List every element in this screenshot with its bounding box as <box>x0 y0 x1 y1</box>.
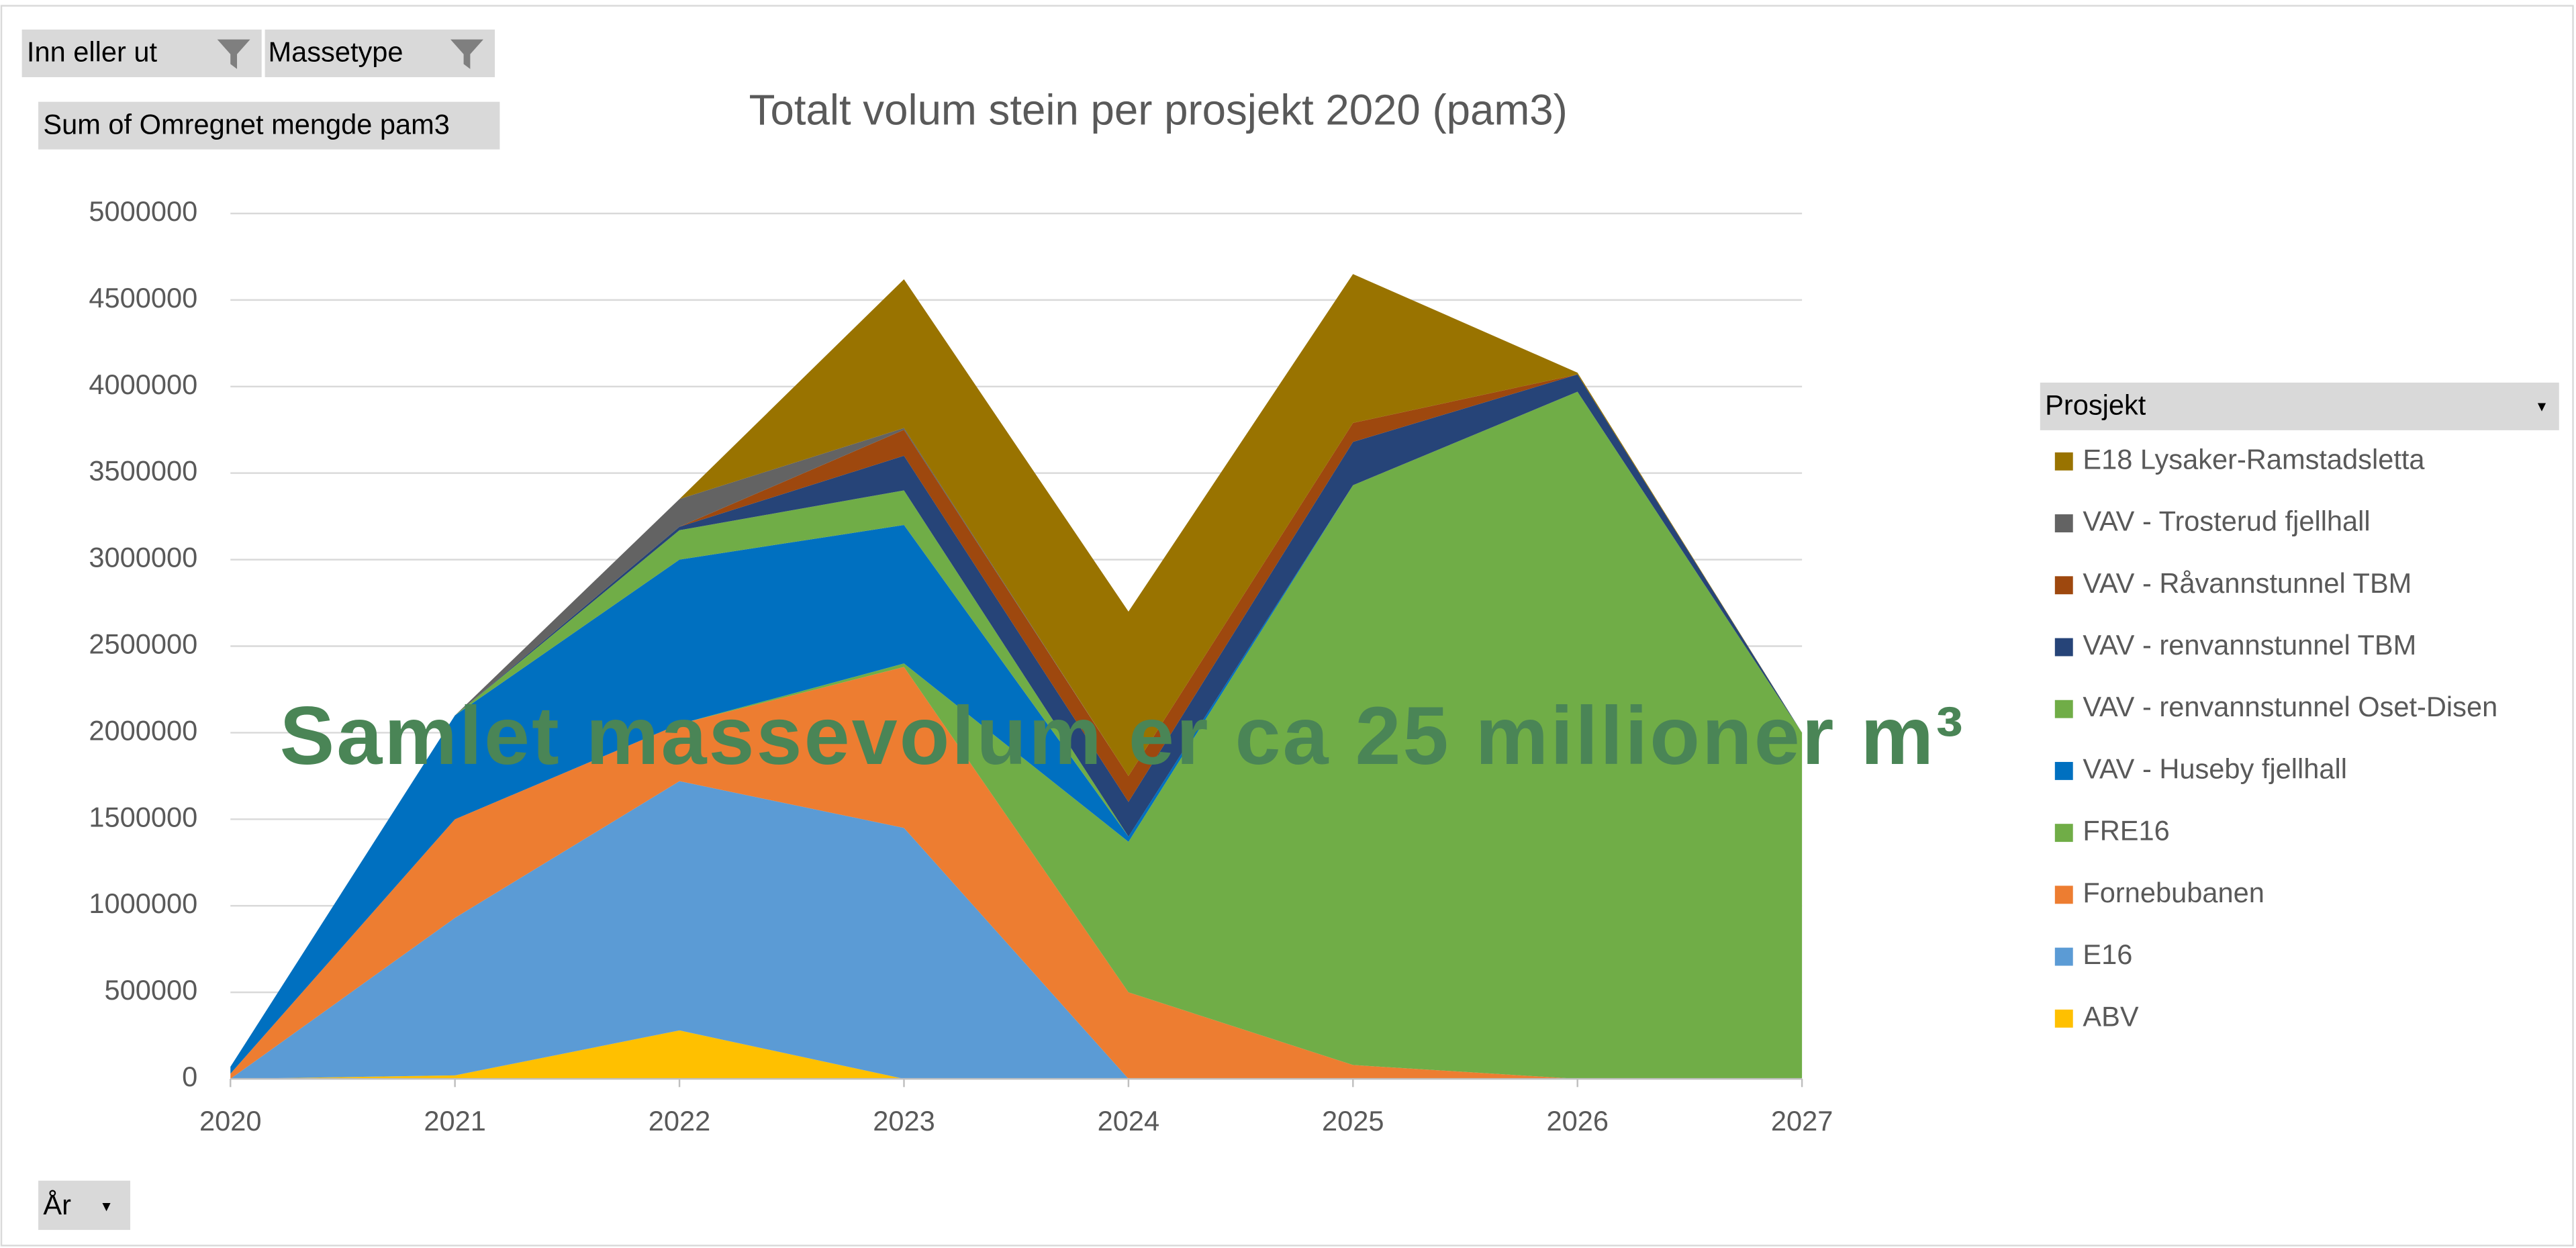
area <box>230 781 1803 1079</box>
legend-label: FRE16 <box>2083 815 2169 847</box>
y-tick-label: 1000000 <box>89 887 197 919</box>
y-tick-label: 500000 <box>105 974 198 1006</box>
x-tick-label: 2027 <box>1771 1105 1833 1137</box>
legend-field-bg <box>2040 382 2559 430</box>
area <box>230 391 1803 1074</box>
y-tick-label: 2000000 <box>89 714 197 746</box>
legend-swatch <box>2054 885 2073 904</box>
legend-label: VAV - renvannstunnel TBM <box>2083 629 2416 661</box>
legend-swatch <box>2054 824 2073 843</box>
legend-field-button[interactable]: Prosjekt ▾ <box>2040 382 2559 430</box>
legend-label: E18 Lysaker-Ramstadsletta <box>2083 443 2425 475</box>
dropdown-icon: ▾ <box>102 1197 111 1215</box>
y-tick-label: 3000000 <box>89 542 197 573</box>
filter-button-bg <box>265 30 495 77</box>
legend-label: VAV - renvannstunnel Oset-Disen <box>2083 691 2497 722</box>
y-tick-label: 5000000 <box>89 195 197 227</box>
area <box>230 1030 1803 1079</box>
y-tick-label: 4000000 <box>89 369 197 400</box>
y-tick-label: 4500000 <box>89 282 197 314</box>
filter-button[interactable]: Inn eller ut <box>21 30 262 77</box>
x-tick-label: 2025 <box>1322 1105 1384 1137</box>
legend-swatch <box>2054 1009 2073 1028</box>
legend-label: VAV - Huseby fjellhall <box>2083 753 2347 784</box>
chart-title: Totalt volum stein per prosjekt 2020 (pa… <box>749 87 1568 134</box>
axis-field-label: År <box>43 1189 71 1220</box>
legend-swatch <box>2054 761 2073 780</box>
filter-icon <box>217 39 250 69</box>
y-tick-label: 0 <box>182 1061 197 1092</box>
legend-label: E16 <box>2083 939 2132 970</box>
axis-field-bg <box>38 1180 131 1231</box>
legend-label: VAV - Trosterud fjellhall <box>2083 506 2370 537</box>
filter-label: Massetype <box>269 36 403 68</box>
legend-swatch <box>2054 576 2073 595</box>
y-tick-label: 1500000 <box>89 801 197 832</box>
filter-icon <box>450 39 483 69</box>
x-tick-label: 2020 <box>199 1105 262 1137</box>
y-tick-label: 2500000 <box>89 628 197 660</box>
y-tick-label: 3500000 <box>89 455 197 487</box>
x-tick-label: 2026 <box>1546 1105 1609 1137</box>
legend-swatch <box>2054 700 2073 718</box>
value-field-button[interactable]: Sum of Omregnet mengde pam3 <box>38 101 500 150</box>
legend-label: VAV - Råvannstunnel TBM <box>2083 567 2412 599</box>
dropdown-icon: ▾ <box>2538 397 2546 416</box>
legend-label: ABV <box>2083 1000 2138 1032</box>
value-field-label: Sum of Omregnet mengde pam3 <box>43 108 450 140</box>
legend-swatch <box>2054 947 2073 966</box>
plot: 0 500000 1000000 1500000 2000000 2500000 30000… <box>89 195 1833 1137</box>
x-tick-label: 2022 <box>649 1105 711 1137</box>
legend-swatch <box>2054 638 2073 657</box>
legend-swatch <box>2054 514 2073 533</box>
x-tick-label: 2024 <box>1098 1105 1160 1137</box>
filter-label: Inn eller ut <box>27 36 158 68</box>
x-tick-label: 2023 <box>873 1105 935 1137</box>
area <box>230 667 1803 1079</box>
legend-swatch <box>2054 452 2073 471</box>
filter-button-bg <box>21 30 262 77</box>
filter-button[interactable]: Massetype <box>265 30 495 77</box>
x-tick-label: 2021 <box>424 1105 486 1137</box>
legend-label: Fornebubanen <box>2083 877 2264 908</box>
area <box>230 391 1803 1079</box>
legend-field-label: Prosjekt <box>2045 389 2146 421</box>
value-field-bg <box>38 101 500 150</box>
annotation: Samlet massevolum er ca 25 millioner m³ <box>280 689 1963 781</box>
axis-field-button[interactable]: År ▾ <box>38 1180 131 1231</box>
